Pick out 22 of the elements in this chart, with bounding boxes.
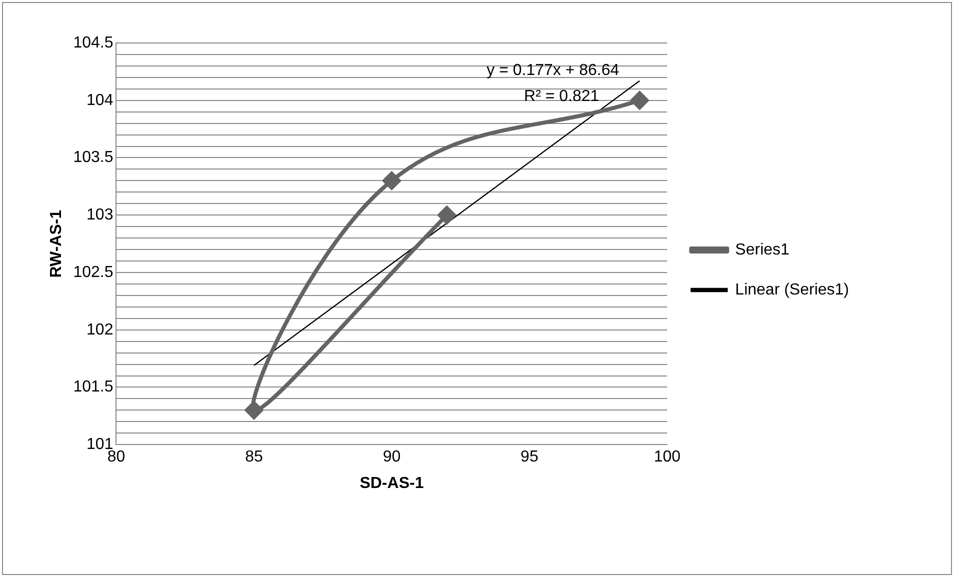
x-axis-title: SD-AS-1: [360, 474, 424, 492]
x-tick-label: 95: [520, 448, 538, 466]
y-tick-label: 103.5: [73, 149, 114, 166]
legend-label: Series1: [735, 241, 790, 258]
y-tick-label: 103: [86, 206, 114, 224]
point: [244, 401, 263, 420]
x-tick-label: 80: [107, 448, 126, 466]
point: [382, 172, 401, 190]
point: [438, 206, 456, 224]
annotation: R² = 0.821: [524, 88, 600, 105]
y-tick-label: 102.5: [73, 264, 114, 281]
y-tick-label: 101.5: [73, 378, 114, 396]
point: [630, 91, 649, 110]
x-tick-label: 100: [654, 448, 681, 466]
x-tick-label: 85: [245, 448, 263, 466]
y-tick-label: 104: [86, 92, 114, 109]
y-tick-label: 104.5: [73, 34, 114, 52]
annotation: y = 0.177x + 86.64: [486, 62, 620, 79]
x-tick-label: 90: [382, 448, 401, 466]
legend-label: Linear (Series1): [735, 281, 849, 298]
y-tick-label: 102: [86, 321, 114, 338]
y-axis-title: RW-AS-1: [48, 210, 66, 278]
